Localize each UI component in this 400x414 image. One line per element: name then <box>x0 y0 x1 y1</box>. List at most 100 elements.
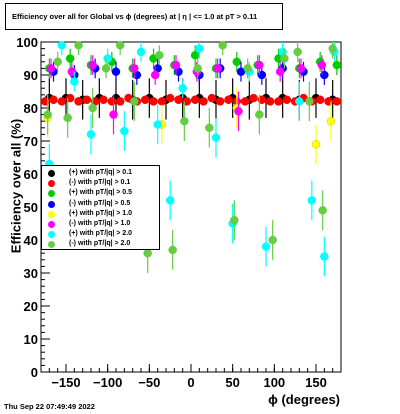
data-point <box>240 97 250 106</box>
legend-marker <box>48 210 55 218</box>
data-point <box>280 54 289 63</box>
legend-label: (+) with pT/|q| > 0.1 <box>69 169 133 176</box>
y-tick-label: 90 <box>24 68 38 83</box>
data-point <box>295 97 304 106</box>
data-point <box>211 133 221 142</box>
x-tick-label: 50 <box>225 375 239 390</box>
data-point <box>57 97 67 106</box>
data-point <box>305 97 314 106</box>
data-point <box>243 64 252 73</box>
data-point <box>190 95 200 104</box>
legend-entry: (-) with pT/|q| > 2.0 <box>42 239 160 249</box>
data-point <box>255 60 264 70</box>
data-point <box>234 107 243 116</box>
data-point <box>115 41 125 50</box>
data-point <box>46 64 56 73</box>
data-point <box>195 44 204 53</box>
y-tick-label: 30 <box>24 266 38 281</box>
data-point <box>318 206 327 215</box>
legend: (+) with pT/|q| > 0.1 (-) with pT/|q| > 0… <box>41 165 160 250</box>
data-point <box>111 67 121 76</box>
data-point <box>115 97 125 106</box>
data-point <box>232 57 242 67</box>
data-point <box>332 60 342 70</box>
legend-marker <box>48 180 55 188</box>
legend-entry: (+) with pT/|q| > 0.5 <box>42 188 160 198</box>
data-point <box>120 126 129 136</box>
y-tick-label: 40 <box>24 233 38 248</box>
legend-entry: (-) with pT/|q| > 1.0 <box>42 219 160 229</box>
data-point <box>307 196 317 205</box>
y-tick-label: 20 <box>24 299 38 314</box>
data-point <box>109 110 118 119</box>
y-tick-label: 60 <box>24 167 38 182</box>
data-point <box>63 113 72 123</box>
data-point <box>207 93 217 103</box>
y-tick-label: 0 <box>31 365 38 380</box>
data-point <box>320 252 329 261</box>
legend-label: (-) with pT/|q| > 0.1 <box>69 179 131 187</box>
data-point <box>311 140 321 149</box>
x-axis-label: ϕ (degrees) <box>268 392 340 407</box>
data-point <box>328 44 337 53</box>
y-tick-label: 70 <box>24 134 38 149</box>
data-point <box>49 95 58 104</box>
legend-entry: (+) with pT/|q| > 2.0 <box>42 229 160 239</box>
chart-title: Efficiency over all for Global vs ϕ (deg… <box>12 12 258 21</box>
data-point <box>332 97 342 106</box>
y-tick-label: 100 <box>16 35 38 50</box>
data-point <box>103 54 112 63</box>
x-ticks: −150 −100 −50 0 50 100 150 <box>40 364 342 390</box>
data-point <box>249 93 258 103</box>
data-point <box>168 245 177 255</box>
data-point <box>213 64 222 73</box>
data-point <box>136 47 146 57</box>
data-point <box>230 215 239 225</box>
data-point <box>165 93 175 103</box>
data-point <box>205 123 214 133</box>
data-point <box>261 242 271 251</box>
legend-marker <box>48 200 55 208</box>
data-point <box>149 97 158 106</box>
series-5 <box>46 55 327 135</box>
x-tick-label: 0 <box>187 375 194 390</box>
data-point <box>224 95 233 104</box>
legend-label: (+) with pT/|q| > 0.5 <box>69 189 133 197</box>
data-point <box>157 97 167 106</box>
y-tick-label: 10 <box>24 332 38 347</box>
data-point <box>215 97 225 106</box>
data-point <box>140 95 150 104</box>
data-point <box>43 110 52 119</box>
timestamp: Thu Sep 22 07:49:49 2022 <box>4 402 95 411</box>
legend-entry: (+) with pT/|q| > 0.1 <box>42 168 160 178</box>
series-1 <box>40 93 342 106</box>
data-point <box>174 95 183 104</box>
data-point <box>180 116 189 126</box>
data-point <box>53 57 62 67</box>
data-point <box>155 50 164 60</box>
x-tick-label: 150 <box>305 375 327 390</box>
legend-label: (-) with pT/|q| > 1.0 <box>69 220 131 227</box>
legend-marker <box>48 221 55 228</box>
data-point <box>218 41 227 50</box>
series-7 <box>43 41 337 273</box>
x-tick-label: 100 <box>263 375 285 390</box>
data-point <box>88 60 97 70</box>
data-point <box>315 95 325 104</box>
legend-entry: (+) with pT/|q| > 1.0 <box>42 209 160 219</box>
x-tick-label: −100 <box>93 375 122 390</box>
y-tick-label: 80 <box>24 101 38 116</box>
data-point <box>153 120 162 129</box>
data-point <box>107 97 117 106</box>
data-point <box>82 95 92 104</box>
x-tick-label: −50 <box>138 375 160 390</box>
legend-entry: (-) with pT/|q| > 0.5 <box>42 199 160 209</box>
data-point <box>88 103 97 113</box>
data-point <box>74 41 83 50</box>
data-point <box>65 54 75 63</box>
legend-label: (+) with pT/|q| > 2.0 <box>69 230 133 238</box>
legend-marker <box>48 231 55 239</box>
data-point <box>171 60 181 70</box>
data-point <box>265 97 275 106</box>
data-point <box>282 95 292 104</box>
